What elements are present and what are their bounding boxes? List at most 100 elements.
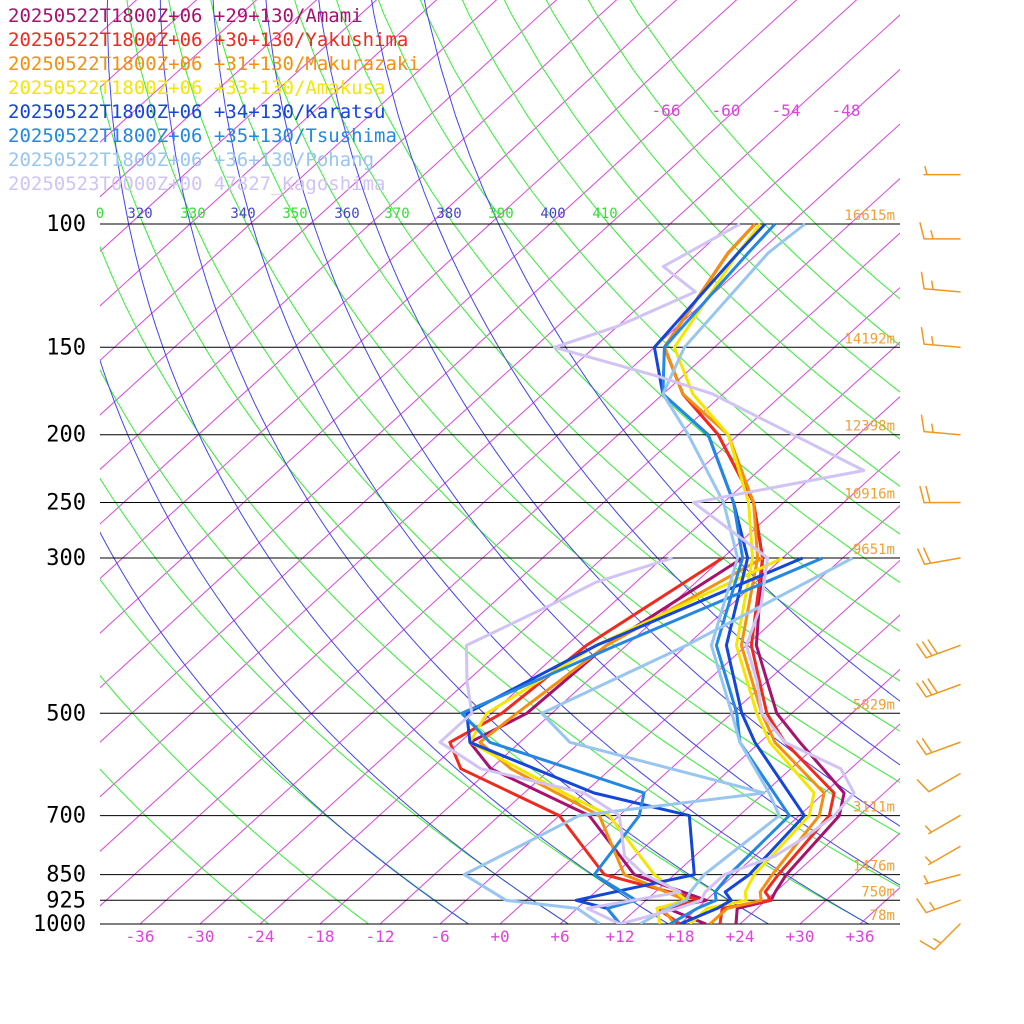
- dry-adiabat-line: [100, 84, 870, 924]
- dry-adiabat-line: [126, 0, 900, 888]
- temperature-tick-label: -30: [186, 927, 215, 946]
- legend-entry-kagoshima[interactable]: 20250523T0000Z+00 47827_Kagoshima: [8, 173, 386, 195]
- isotherm-line: [199, 286, 900, 924]
- theta-label: 320: [127, 206, 152, 222]
- moist-adiabat-line: [106, 0, 670, 924]
- height-label: 14192m: [844, 331, 895, 347]
- temperature-profile-3: [672, 223, 816, 924]
- isotherm-line: [499, 559, 900, 924]
- isotherm-line: [100, 14, 900, 743]
- sounding-series: [438, 222, 866, 924]
- height-label: 10916m: [844, 487, 895, 503]
- moist-adiabat-line: [423, 0, 900, 702]
- theta-label: 400: [540, 206, 565, 222]
- temperature-tick-label: +0: [490, 927, 509, 946]
- wind-barb: [917, 547, 961, 565]
- temperature-profile-7: [552, 222, 866, 924]
- isotherm-line: [100, 0, 318, 198]
- legend-entry-pohang[interactable]: 20250522T1800Z+06 +36+130/Pohang: [8, 149, 375, 171]
- isotherm-line: [139, 232, 900, 924]
- wind-barb: [924, 845, 961, 866]
- height-label: 9651m: [853, 542, 895, 558]
- isotherm-line: [100, 0, 378, 252]
- pressure-tick-label: 200: [46, 423, 86, 448]
- temperature-tick-label: +18: [666, 927, 695, 946]
- isotherm-line: [100, 177, 900, 907]
- isotherm-line: [100, 0, 858, 689]
- temperature-profile-6: [639, 222, 806, 924]
- isotherm-line: [100, 0, 558, 416]
- dry-adiabat-line: [294, 0, 900, 682]
- dewpoint-profile-7: [438, 556, 682, 924]
- isobar-lines: [100, 223, 900, 925]
- dry-adiabat-line: [336, 0, 900, 632]
- dry-adiabat-line: [461, 0, 900, 487]
- isotherm-line: [100, 0, 678, 525]
- legend-entry-amakusa[interactable]: 20250522T1800Z+06 +33+130/Amakusa: [8, 77, 386, 99]
- moist-adiabat-line: [212, 0, 870, 924]
- isotherm-line: [100, 0, 258, 143]
- legend-entry-amami[interactable]: 20250522T1800Z+06 +29+130/Amami: [8, 5, 363, 27]
- isotherm-line: [100, 123, 900, 852]
- temperature-tick-label: -12: [366, 927, 395, 946]
- theta-label: 0: [96, 206, 104, 222]
- wind-barb: [920, 327, 961, 349]
- mixing-ratio-label: -54: [772, 101, 801, 120]
- temperature-tick-label: +12: [606, 927, 635, 946]
- legend-entry-karatsu[interactable]: 20250522T1800Z+06 +34+130/Karatsu: [8, 101, 386, 123]
- wind-barb: [920, 271, 961, 293]
- legend-entry-tsushima[interactable]: 20250522T1800Z+06 +35+130/Tsushima: [8, 125, 397, 147]
- theta-label: 390: [488, 206, 513, 222]
- wind-barb: [923, 165, 961, 176]
- pressure-tick-label: 1000: [33, 912, 86, 937]
- mixing-ratio-label: -66: [652, 101, 681, 120]
- pressure-tick-label: 250: [46, 491, 86, 516]
- wind-barb: [916, 898, 961, 914]
- wind-barbs: [916, 165, 961, 951]
- pressure-tick-label: 925: [46, 888, 86, 913]
- isotherm-line: [100, 0, 618, 471]
- dry-adiabat-line: [100, 674, 370, 924]
- legend-entry-makurazaki[interactable]: 20250522T1800Z+06 +31+130/Makurazaki: [8, 53, 420, 75]
- pressure-tick-label: 300: [46, 546, 86, 571]
- theta-label: 380: [436, 206, 461, 222]
- mixing-ratio-label: -48: [832, 101, 861, 120]
- moist-adiabat-line: [265, 0, 900, 886]
- wind-barb: [916, 772, 961, 793]
- temperature-tick-label: +24: [726, 927, 755, 946]
- height-label: 3111m: [853, 800, 895, 816]
- wind-barb: [916, 678, 961, 698]
- temperature-tick-label: +30: [786, 927, 815, 946]
- temperature-tick-label: -24: [246, 927, 275, 946]
- isotherm-line: [799, 832, 900, 924]
- height-label: 16615m: [844, 208, 895, 224]
- wind-barb: [920, 414, 961, 436]
- dry-adiabat-lines: [100, 0, 900, 924]
- wind-barb: [924, 814, 961, 835]
- height-label: 5829m: [853, 697, 895, 713]
- dewpoint-profile-6: [462, 556, 854, 924]
- wind-barb: [916, 639, 961, 659]
- dry-adiabat-line: [168, 0, 900, 835]
- height-label: 750m: [861, 884, 895, 900]
- temperature-tick-label: -36: [126, 927, 155, 946]
- theta-label: 330: [180, 206, 205, 222]
- moist-adiabat-line: [318, 0, 900, 827]
- temperature-tick-label: +36: [846, 927, 875, 946]
- wind-barb: [916, 738, 961, 756]
- dry-adiabat-line: [100, 578, 470, 924]
- legend-entry-yakushima[interactable]: 20250522T1800Z+06 +30+130/Yakushima: [8, 29, 409, 51]
- dry-adiabat-line: [503, 0, 900, 440]
- pressure-tick-label: 850: [46, 863, 86, 888]
- dry-adiabat-line: [378, 0, 900, 584]
- dry-adiabat-line: [252, 0, 900, 732]
- isotherm-line: [920, 0, 1024, 924]
- wind-barb: [919, 485, 961, 504]
- theta-label: 350: [282, 206, 307, 222]
- theta-label: 360: [334, 206, 359, 222]
- wind-barb: [919, 222, 961, 240]
- isotherm-line: [439, 505, 900, 924]
- temperature-tick-label: +6: [550, 927, 569, 946]
